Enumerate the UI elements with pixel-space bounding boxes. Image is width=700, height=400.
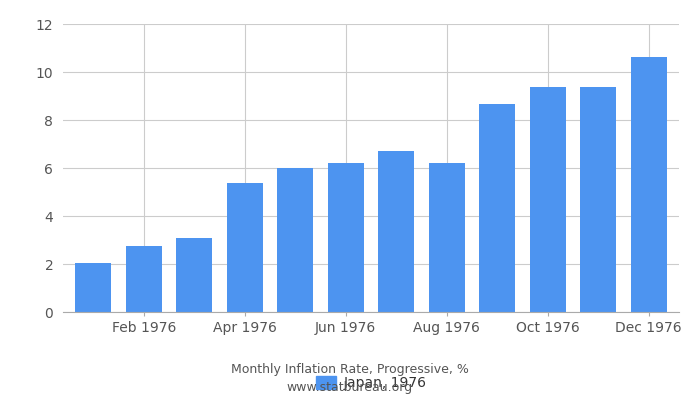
Bar (176, 238, 213, 312)
Legend: Japan, 1976: Japan, 1976 (310, 371, 432, 396)
Bar (428, 164, 465, 312)
Bar (75, 263, 111, 312)
Bar (378, 152, 414, 312)
Bar (227, 183, 263, 312)
Bar (277, 168, 314, 312)
Bar (580, 87, 617, 312)
Text: Monthly Inflation Rate, Progressive, %: Monthly Inflation Rate, Progressive, % (231, 364, 469, 376)
Bar (125, 246, 162, 312)
Bar (631, 57, 667, 312)
Bar (328, 164, 364, 312)
Bar (479, 104, 515, 312)
Text: www.statbureau.org: www.statbureau.org (287, 382, 413, 394)
Bar (529, 87, 566, 312)
